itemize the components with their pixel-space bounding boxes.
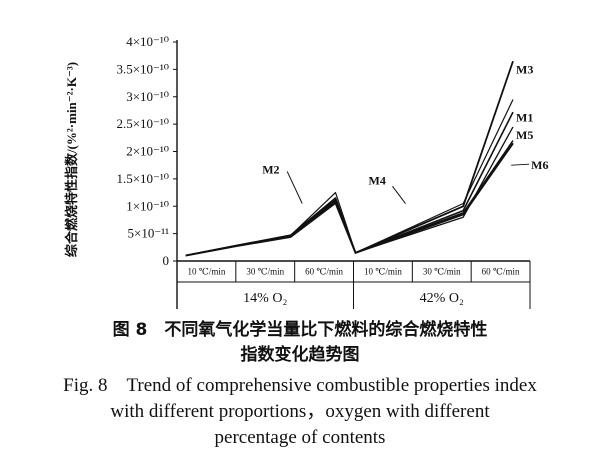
x-category-label: 30 ℃/min <box>246 267 284 277</box>
y-axis-title: 综合燃烧特性指数/(%²·min⁻²·K⁻³) <box>64 62 79 257</box>
series-label-m2: M2 <box>262 162 279 176</box>
caption-zh-line-1: 图 8 不同氧气化学当量比下燃料的综合燃烧特性 <box>112 320 488 340</box>
chart-labels-layer: M3 M1 M5 M6 M4 M2 <box>262 62 548 204</box>
y-tick-label: 1.5×10⁻¹⁰ <box>116 171 169 186</box>
series-leader-m4 <box>392 186 406 204</box>
series-line-m2 <box>185 99 514 257</box>
series-label-m6: M6 <box>531 158 548 172</box>
y-tick-label: 5×10⁻¹¹ <box>128 226 170 241</box>
y-tick-label: 4×10⁻¹⁰ <box>126 34 169 49</box>
chart-axes: 10 ℃/min 30 ℃/min 60 ℃/min 10 ℃/min 30 ℃/min… <box>64 34 531 309</box>
caption-en-line-3: percentage of contents <box>214 427 386 448</box>
chart-series-layer <box>185 60 514 257</box>
caption-en-line-1: Fig. 8 Trend of comprehensive combustibl… <box>63 375 537 396</box>
caption-en-line-2: with different proportions，oxygen with d… <box>110 401 490 422</box>
x-group-label: 42% O₂ <box>420 291 464 306</box>
y-tick-label: 1×10⁻¹⁰ <box>126 198 169 213</box>
series-label-m5: M5 <box>516 128 533 142</box>
series-label-m3: M3 <box>516 62 533 76</box>
x-category-label: 10 ℃/min <box>364 267 402 277</box>
series-label-m1: M1 <box>516 111 533 125</box>
x-category-label: 60 ℃/min <box>482 267 520 277</box>
y-tick-label: 0 <box>163 253 170 268</box>
x-category-label: 30 ℃/min <box>423 267 461 277</box>
y-tick-label: 2.5×10⁻¹⁰ <box>116 116 169 131</box>
series-leader-m2 <box>286 171 303 204</box>
caption-zh-line-2: 指数变化趋势图 <box>240 345 360 365</box>
series-leader-m6 <box>511 163 530 166</box>
x-category-label: 10 ℃/min <box>188 267 226 277</box>
series-line-m3 <box>185 60 514 257</box>
y-tick-label: 3.5×10⁻¹⁰ <box>116 61 169 76</box>
y-tick-label: 3×10⁻¹⁰ <box>126 89 169 104</box>
series-line-m6 <box>185 142 514 257</box>
series-label-m4: M4 <box>369 173 386 187</box>
x-category-label: 60 ℃/min <box>305 267 343 277</box>
x-group-label: 14% O₂ <box>243 291 287 306</box>
y-tick-label: 2×10⁻¹⁰ <box>126 144 169 159</box>
